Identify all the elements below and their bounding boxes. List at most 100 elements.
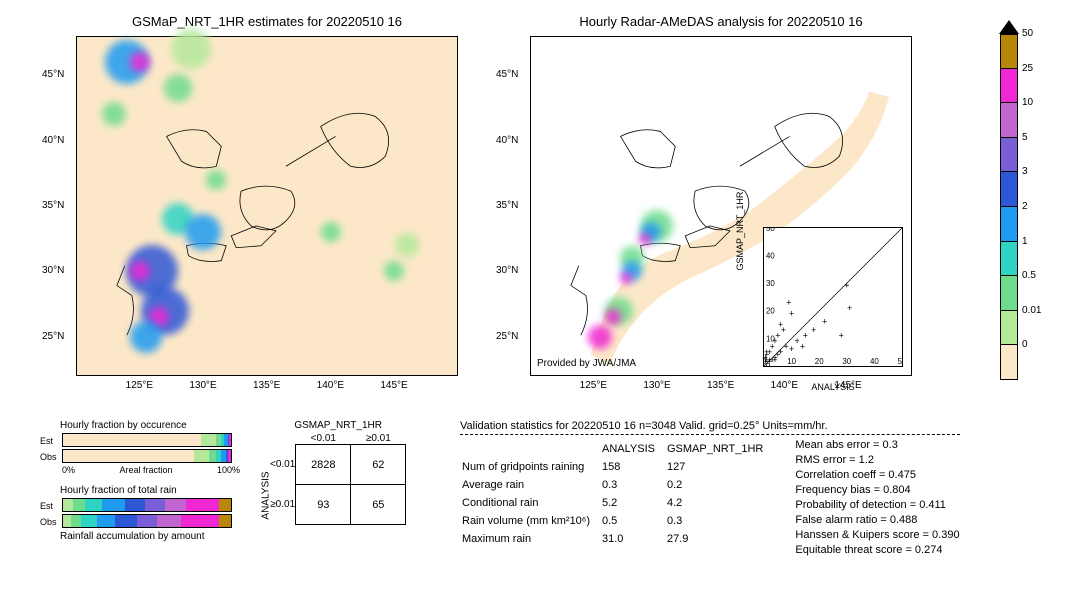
hbar-totalrain: Hourly fraction of total rain Est Obs Ra… bbox=[40, 485, 240, 544]
hbar-seg bbox=[63, 499, 73, 511]
stats-cell: 158 bbox=[602, 459, 665, 475]
map-ytick: 40°N bbox=[496, 135, 518, 146]
colorbar-label: 25 bbox=[1022, 63, 1033, 74]
precip-blob bbox=[605, 309, 621, 325]
map1 bbox=[76, 36, 458, 376]
svg-text:+: + bbox=[822, 317, 827, 327]
map2: 0010102020303040405050++++++++++++++++++… bbox=[530, 36, 912, 376]
svg-text:+: + bbox=[783, 341, 788, 351]
hbar-occ-ax-r: 100% bbox=[217, 465, 240, 475]
hbar-seg bbox=[229, 434, 231, 446]
colorbar-label: 10 bbox=[1022, 97, 1033, 108]
stats-cell: Maximum rain bbox=[462, 531, 600, 547]
hbar-seg bbox=[102, 499, 126, 511]
hbar-seg bbox=[137, 515, 157, 527]
ctable-rh1: ≥0.01 bbox=[270, 485, 296, 525]
ctable-ch0: <0.01 bbox=[296, 433, 351, 445]
colorbar-label: 2 bbox=[1022, 201, 1028, 212]
ctable-c01: 62 bbox=[351, 445, 406, 485]
hbar-seg bbox=[201, 434, 216, 446]
map-xtick: 145°E bbox=[380, 380, 407, 391]
colorbar-seg bbox=[1000, 34, 1018, 69]
hbar-tot-est bbox=[62, 498, 232, 512]
colorbar: 50251053210.50.010 bbox=[1000, 34, 1018, 380]
hbar-seg bbox=[63, 450, 194, 462]
hbar-occ-row1-label: Obs bbox=[40, 452, 62, 462]
hbar-seg bbox=[81, 515, 96, 527]
precip-blob bbox=[130, 321, 162, 353]
hbar-tot-footer: Rainfall accumulation by amount bbox=[60, 531, 240, 542]
hbar-tot-row1-label: Obs bbox=[40, 517, 62, 527]
stats-cell: 0.2 bbox=[667, 477, 773, 493]
map-ytick: 30°N bbox=[42, 265, 64, 276]
colorbar-seg bbox=[1000, 276, 1018, 311]
hbar-occ-est bbox=[62, 433, 232, 447]
map-xtick: 145°E bbox=[834, 380, 861, 391]
hbar-seg bbox=[63, 434, 201, 446]
stats-metrics: Mean abs error = 0.3RMS error = 1.2Corre… bbox=[795, 439, 959, 556]
stats-header: Validation statistics for 20220510 16 n=… bbox=[460, 420, 960, 435]
hbar-tot-row0-label: Est bbox=[40, 501, 62, 511]
map-xtick: 140°E bbox=[317, 380, 344, 391]
svg-text:20: 20 bbox=[815, 357, 824, 366]
hbar-occurrence: Hourly fraction by occurence Est Obs 0%A… bbox=[40, 420, 240, 475]
colorbar-seg bbox=[1000, 207, 1018, 242]
map-xtick: 130°E bbox=[189, 380, 216, 391]
map-xtick: 130°E bbox=[643, 380, 670, 391]
svg-text:+: + bbox=[778, 319, 783, 329]
colorbar-label: 0.5 bbox=[1022, 270, 1036, 281]
map-ytick: 25°N bbox=[496, 331, 518, 342]
svg-text:30: 30 bbox=[842, 357, 851, 366]
svg-text:+: + bbox=[844, 281, 849, 291]
colorbar-label: 0 bbox=[1022, 339, 1028, 350]
hbar-occ-ax-l: 0% bbox=[62, 465, 75, 475]
svg-text:+: + bbox=[764, 357, 768, 366]
svg-text:+: + bbox=[800, 341, 805, 351]
stats-metric: Mean abs error = 0.3 bbox=[795, 439, 959, 451]
map-ytick: 25°N bbox=[42, 331, 64, 342]
svg-text:10: 10 bbox=[787, 357, 796, 366]
colorbar-seg bbox=[1000, 103, 1018, 138]
stats-metric: Hanssen & Kuipers score = 0.390 bbox=[795, 529, 959, 541]
map-ytick: 40°N bbox=[42, 135, 64, 146]
stats-metric: False alarm ratio = 0.488 bbox=[795, 514, 959, 526]
precip-blob bbox=[171, 29, 211, 69]
stats-cell: 27.9 bbox=[667, 531, 773, 547]
colorbar-seg bbox=[1000, 311, 1018, 346]
ctable-title: GSMAP_NRT_1HR bbox=[270, 420, 406, 431]
precip-blob bbox=[321, 222, 341, 242]
svg-text:40: 40 bbox=[870, 357, 879, 366]
stats-cell: Num of gridpoints raining bbox=[462, 459, 600, 475]
map-ytick: 35°N bbox=[496, 200, 518, 211]
stats-th1: ANALYSIS bbox=[602, 441, 665, 457]
map2-title: Hourly Radar-AMeDAS analysis for 2022051… bbox=[530, 14, 912, 29]
svg-text:+: + bbox=[775, 330, 780, 340]
ctable-ch1: ≥0.01 bbox=[351, 433, 406, 445]
stats-cell: 0.3 bbox=[667, 513, 773, 529]
hbar-seg bbox=[165, 499, 185, 511]
svg-text:+: + bbox=[772, 355, 777, 365]
svg-text:30: 30 bbox=[766, 279, 775, 288]
ctable-rh0: <0.01 bbox=[270, 445, 296, 485]
stats-cell: 0.5 bbox=[602, 513, 665, 529]
colorbar-seg bbox=[1000, 172, 1018, 207]
map-ytick: 45°N bbox=[496, 69, 518, 80]
svg-text:40: 40 bbox=[766, 252, 775, 261]
stats-metric: Frequency bias = 0.804 bbox=[795, 484, 959, 496]
svg-text:50: 50 bbox=[898, 357, 902, 366]
hbar-seg bbox=[219, 515, 231, 527]
precip-blob bbox=[164, 74, 192, 102]
stats-cell: 31.0 bbox=[602, 531, 665, 547]
stats-cell: Average rain bbox=[462, 477, 600, 493]
svg-text:+: + bbox=[795, 336, 800, 346]
map-xtick: 135°E bbox=[707, 380, 734, 391]
colorbar-seg bbox=[1000, 69, 1018, 104]
precip-blob bbox=[130, 261, 150, 281]
hbar-occ-row0-label: Est bbox=[40, 436, 62, 446]
precip-blob bbox=[620, 272, 632, 284]
svg-text:+: + bbox=[764, 347, 769, 357]
stats-metric: RMS error = 1.2 bbox=[795, 454, 959, 466]
hbar-seg bbox=[209, 450, 216, 462]
map1-coastline bbox=[77, 37, 457, 375]
svg-text:+: + bbox=[811, 325, 816, 335]
